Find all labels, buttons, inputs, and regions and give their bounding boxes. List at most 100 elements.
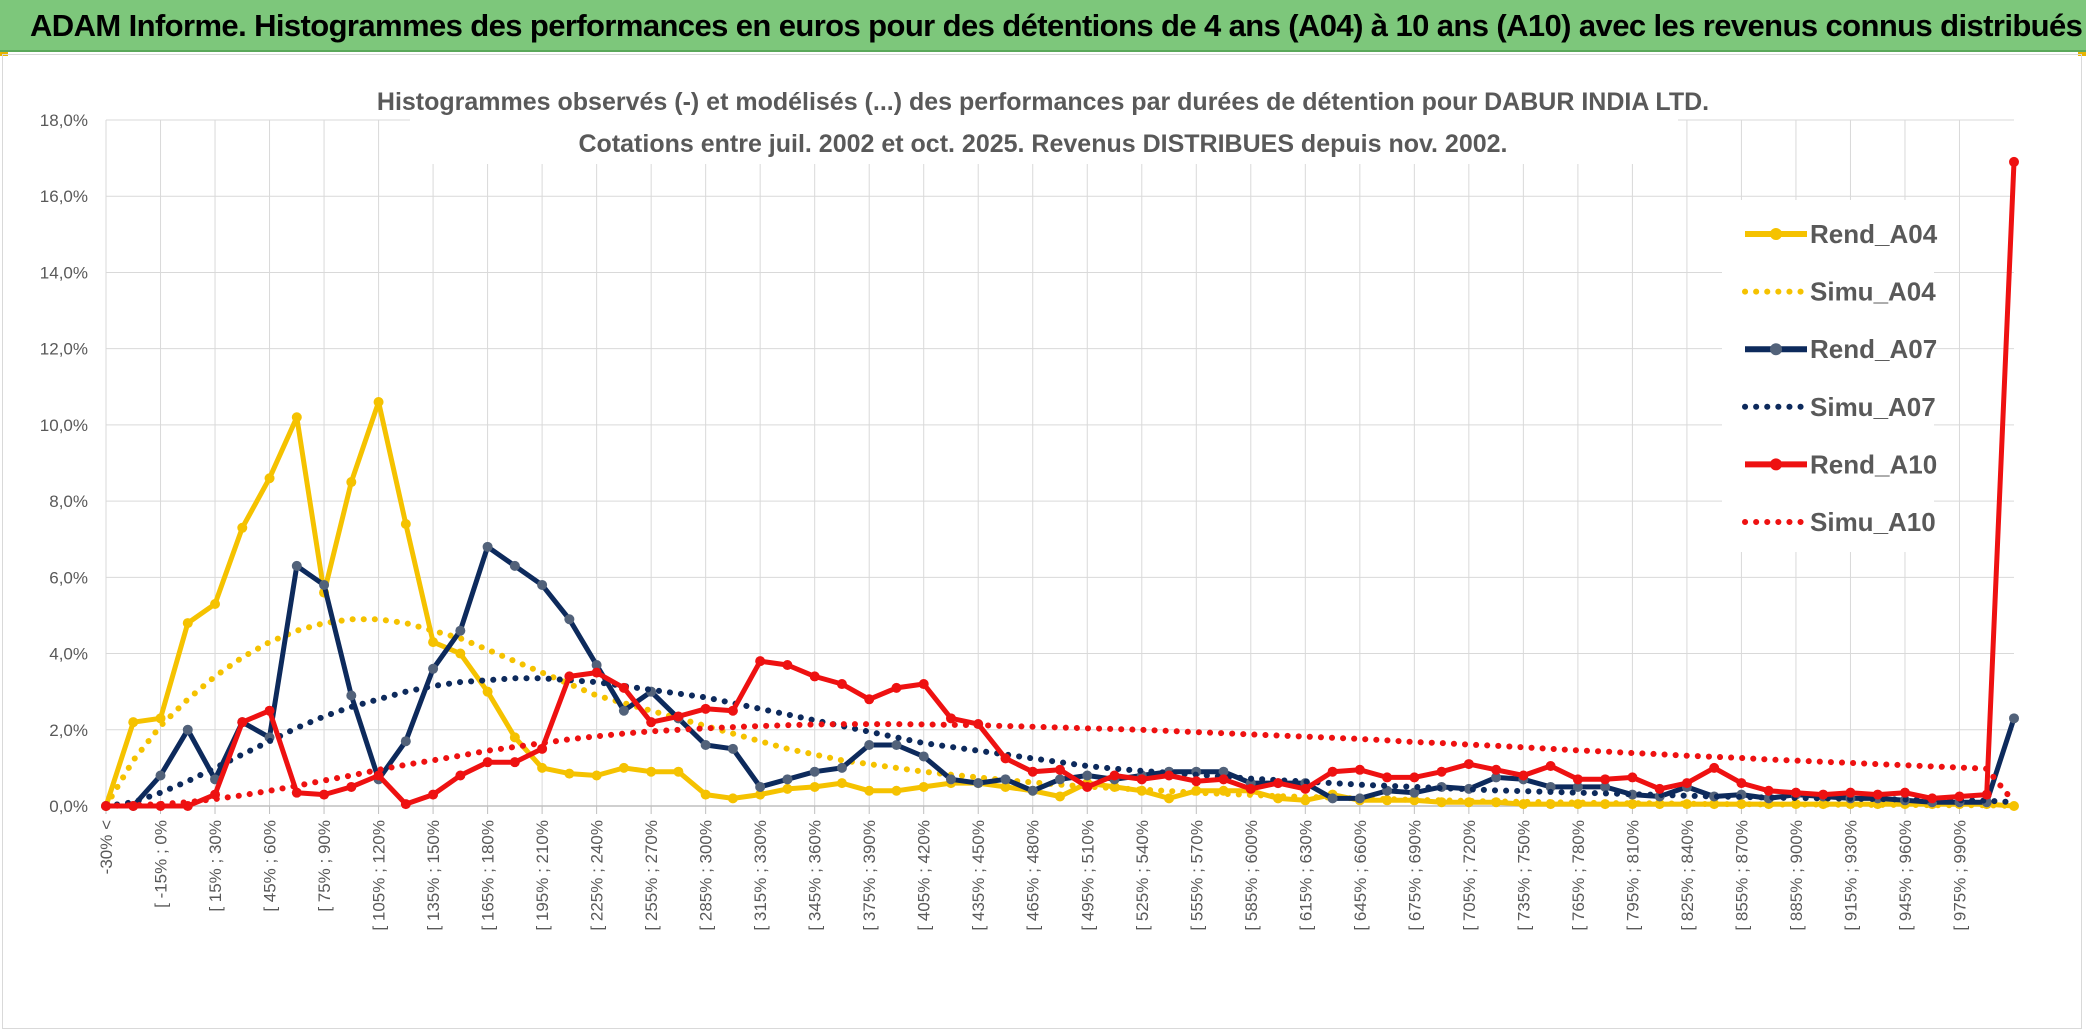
data-point-rend-a10	[1082, 781, 1093, 792]
data-point-rend-a07	[1218, 766, 1229, 777]
data-point-rend-a10	[1436, 766, 1447, 777]
data-point-rend-a04	[346, 477, 357, 488]
data-point-rend-a07	[564, 614, 575, 625]
data-point-rend-a10	[1981, 789, 1992, 800]
data-point-rend-a04	[864, 785, 875, 796]
data-point-rend-a07	[1545, 781, 1556, 792]
x-tick-label: [ 225% ; 240%	[588, 820, 607, 931]
data-point-rend-a10	[1790, 787, 1801, 798]
data-point-rend-a10	[319, 789, 330, 800]
data-point-rend-a10	[646, 717, 657, 728]
data-point-rend-a04	[482, 686, 493, 697]
data-point-rend-a04	[537, 762, 548, 773]
data-point-rend-a07	[319, 579, 330, 590]
chart-frame	[2, 54, 2082, 1029]
data-point-rend-a10	[1027, 766, 1038, 777]
data-point-rend-a10	[618, 682, 629, 693]
data-point-rend-a10	[727, 705, 738, 716]
data-point-rend-a10	[673, 711, 684, 722]
x-tick-label: [ 285% ; 300%	[697, 820, 716, 931]
x-tick-label: [ 405% ; 420%	[915, 820, 934, 931]
legend-label-rend-a07: Rend_A07	[1810, 334, 1937, 364]
data-point-rend-a04	[836, 778, 847, 789]
data-point-rend-a10	[1954, 791, 1965, 802]
chart-subtitle: Cotations entre juil. 2002 et oct. 2025.…	[579, 130, 1508, 158]
data-point-rend-a07	[182, 724, 193, 735]
data-point-rend-a04	[755, 789, 766, 800]
data-point-rend-a10	[564, 671, 575, 682]
data-point-rend-a04	[700, 789, 711, 800]
y-tick-label: 8,0%	[49, 492, 88, 511]
data-point-rend-a10	[537, 743, 548, 754]
x-tick-label: [ 705% ; 720%	[1460, 820, 1479, 931]
y-tick-label: 0,0%	[49, 797, 88, 816]
x-tick-label: [ 75% ; 90%	[315, 820, 334, 912]
data-point-rend-a10	[1681, 778, 1692, 789]
y-tick-label: 6,0%	[49, 568, 88, 587]
legend-label-simu-a07: Simu_A07	[1810, 392, 1936, 422]
data-point-rend-a04	[918, 781, 929, 792]
data-point-rend-a10	[755, 656, 766, 667]
data-point-rend-a07	[1000, 774, 1011, 785]
x-tick-label: [ 945% ; 960%	[1896, 820, 1915, 931]
data-point-rend-a04	[673, 766, 684, 777]
data-point-rend-a10	[809, 671, 820, 682]
data-point-rend-a07	[918, 751, 929, 762]
x-tick-label: [ 495% ; 510%	[1078, 820, 1097, 931]
data-point-rend-a10	[1845, 787, 1856, 798]
data-point-rend-a10	[836, 679, 847, 690]
data-point-rend-a04	[210, 599, 221, 610]
x-tick-label: [ 915% ; 930%	[1841, 820, 1860, 931]
chart-title: Histogrammes observés (-) et modélisés (…	[377, 88, 1709, 116]
data-point-rend-a07	[1327, 793, 1338, 804]
data-point-rend-a10	[1709, 762, 1720, 773]
data-point-rend-a04	[782, 783, 793, 794]
data-point-rend-a10	[1872, 789, 1883, 800]
data-point-rend-a07	[1027, 785, 1038, 796]
x-tick-label: -30% <	[97, 820, 116, 874]
x-tick-label: [ 315% ; 330%	[751, 820, 770, 931]
data-point-rend-a10	[509, 757, 520, 768]
data-point-rend-a10	[482, 757, 493, 768]
data-point-rend-a04	[155, 713, 166, 724]
x-tick-label: [ 585% ; 600%	[1242, 820, 1261, 931]
data-point-rend-a10	[591, 667, 602, 678]
data-point-rend-a10	[2009, 156, 2019, 167]
legend-marker-rend-a10	[1770, 458, 1782, 471]
data-point-rend-a04	[1164, 793, 1175, 804]
data-point-rend-a04	[618, 762, 629, 773]
data-point-rend-a04	[1627, 799, 1638, 810]
legend-label-simu-a10: Simu_A10	[1810, 507, 1936, 537]
data-point-rend-a10	[1382, 772, 1393, 783]
data-point-rend-a04	[428, 637, 439, 648]
data-point-rend-a07	[291, 560, 302, 571]
data-point-rend-a04	[264, 473, 275, 484]
data-point-rend-a10	[1899, 787, 1910, 798]
data-point-rend-a10	[891, 682, 902, 693]
data-point-rend-a04	[509, 732, 520, 743]
data-point-rend-a10	[782, 659, 793, 670]
data-point-rend-a10	[346, 781, 357, 792]
data-point-rend-a10	[1463, 759, 1474, 770]
data-point-rend-a10	[1300, 783, 1311, 794]
data-point-rend-a10	[700, 703, 711, 714]
corner-accent-right	[2078, 52, 2086, 56]
data-point-rend-a10	[1109, 770, 1120, 781]
series-line-simu-a04	[103, 616, 2017, 809]
data-point-rend-a04	[646, 766, 657, 777]
data-point-rend-a10	[1245, 783, 1256, 794]
legend-label-simu-a04: Simu_A04	[1810, 277, 1936, 307]
data-point-rend-a10	[237, 717, 248, 728]
x-tick-label: [ 135% ; 150%	[424, 820, 443, 931]
x-tick-label: [ 855% ; 870%	[1732, 820, 1751, 931]
data-point-rend-a07	[155, 770, 166, 781]
x-tick-label: [ 555% ; 570%	[1187, 820, 1206, 931]
data-point-rend-a10	[1627, 772, 1638, 783]
report-title: ADAM Informe. Histogrammes des performan…	[30, 8, 2083, 43]
data-point-rend-a10	[1354, 764, 1365, 775]
data-point-rend-a07	[1572, 781, 1583, 792]
y-axis-ticks: 0,0% 2,0% 4,0% 6,0% 8,0% 10,0% 12,0% 14,0% 16,0%…	[40, 111, 88, 816]
x-tick-label: [ 375% ; 390%	[860, 820, 879, 931]
data-point-rend-a10	[455, 770, 466, 781]
